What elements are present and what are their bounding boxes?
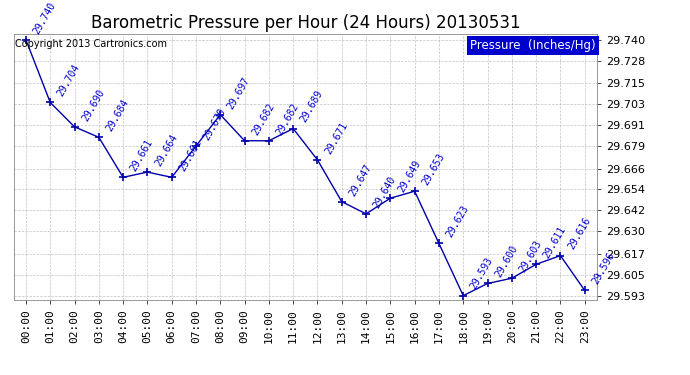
Text: 29.704: 29.704 [56,63,82,98]
Text: 29.596: 29.596 [590,251,617,286]
Text: 29.603: 29.603 [518,238,544,274]
Text: 29.671: 29.671 [323,120,349,156]
Text: 29.649: 29.649 [396,159,422,194]
Text: 29.684: 29.684 [104,98,130,133]
Text: 29.661: 29.661 [128,138,155,173]
Text: Copyright 2013 Cartronics.com: Copyright 2013 Cartronics.com [15,39,167,49]
Text: 29.653: 29.653 [420,152,446,187]
Text: 29.593: 29.593 [469,256,495,291]
Text: 29.623: 29.623 [444,204,471,239]
Text: 29.611: 29.611 [542,225,568,260]
Text: 29.616: 29.616 [566,216,592,252]
Text: 29.682: 29.682 [275,101,301,136]
Text: 29.640: 29.640 [372,174,398,210]
Text: 29.689: 29.689 [299,89,325,125]
Text: 29.664: 29.664 [153,132,179,168]
Title: Barometric Pressure per Hour (24 Hours) 20130531: Barometric Pressure per Hour (24 Hours) … [90,14,520,32]
Text: 29.647: 29.647 [347,162,373,198]
Text: 29.600: 29.600 [493,244,520,279]
Text: 29.690: 29.690 [80,87,106,123]
Text: 29.679: 29.679 [201,106,228,142]
Text: Pressure  (Inches/Hg): Pressure (Inches/Hg) [470,39,595,52]
Text: 29.697: 29.697 [226,75,252,111]
Text: 29.661: 29.661 [177,138,204,173]
Text: 29.740: 29.740 [32,0,58,36]
Text: 29.682: 29.682 [250,101,277,136]
